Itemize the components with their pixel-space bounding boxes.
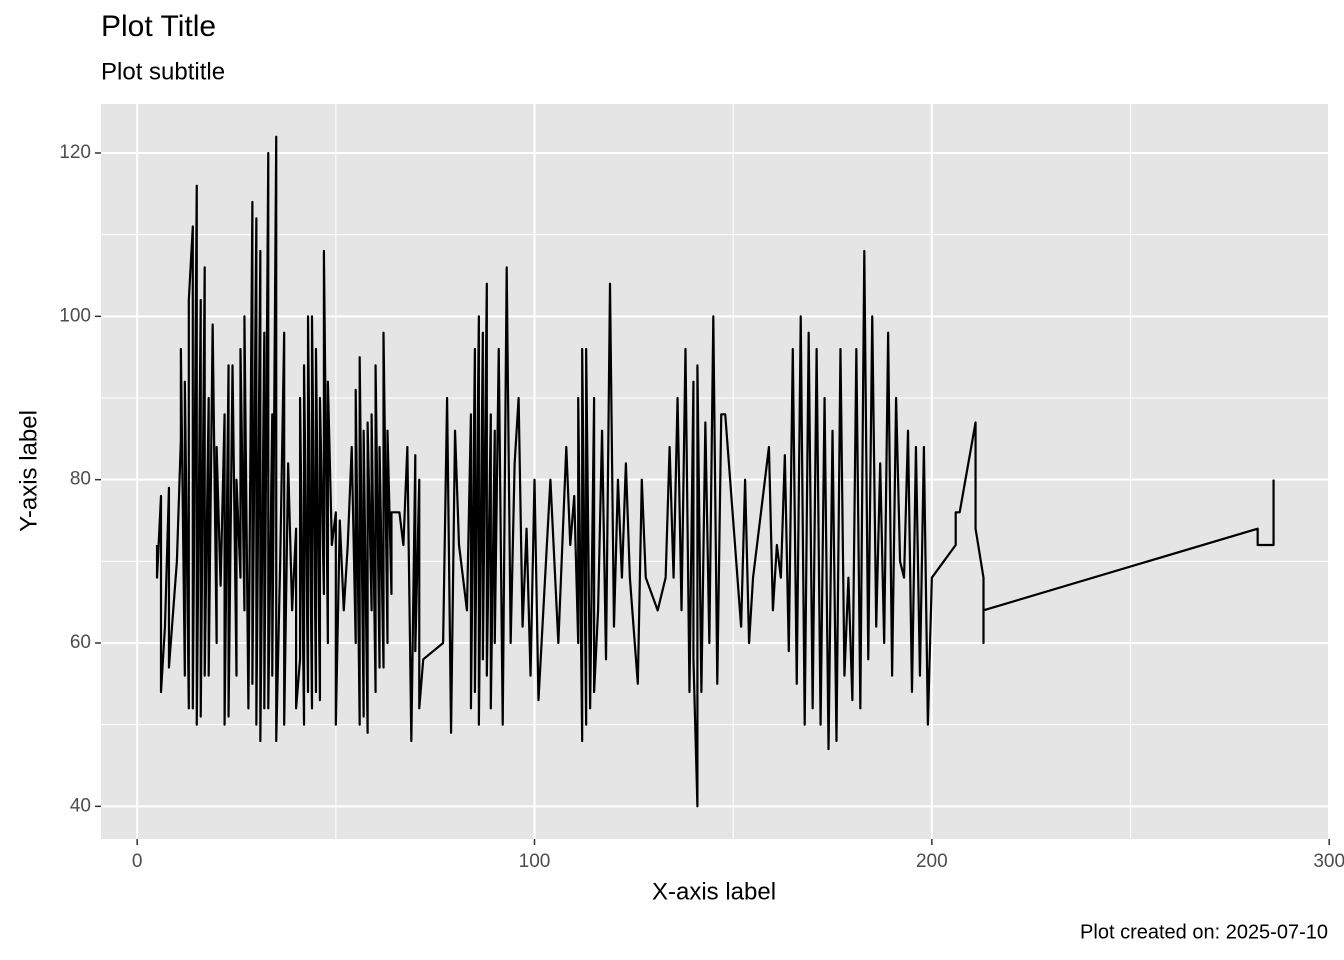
y-axis-label: Y-axis label bbox=[15, 410, 42, 532]
data-line bbox=[155, 135, 1275, 808]
chart-title: Plot Title bbox=[101, 10, 216, 43]
x-tick-label: 200 bbox=[916, 851, 948, 872]
y-tick-label: 80 bbox=[70, 469, 91, 490]
x-tick-label: 100 bbox=[519, 851, 551, 872]
x-axis-label: X-axis label bbox=[652, 878, 776, 905]
x-tick-label: 0 bbox=[132, 851, 143, 872]
caption: Plot created on: 2025-07-10 bbox=[1080, 921, 1328, 943]
y-tick-label: 100 bbox=[59, 305, 91, 326]
y-tick-label: 40 bbox=[70, 795, 91, 816]
chart-subtitle: Plot subtitle bbox=[101, 58, 225, 85]
y-tick-label: 60 bbox=[70, 632, 91, 653]
x-tick-label: 300 bbox=[1313, 851, 1344, 872]
y-tick-label: 120 bbox=[59, 142, 91, 163]
